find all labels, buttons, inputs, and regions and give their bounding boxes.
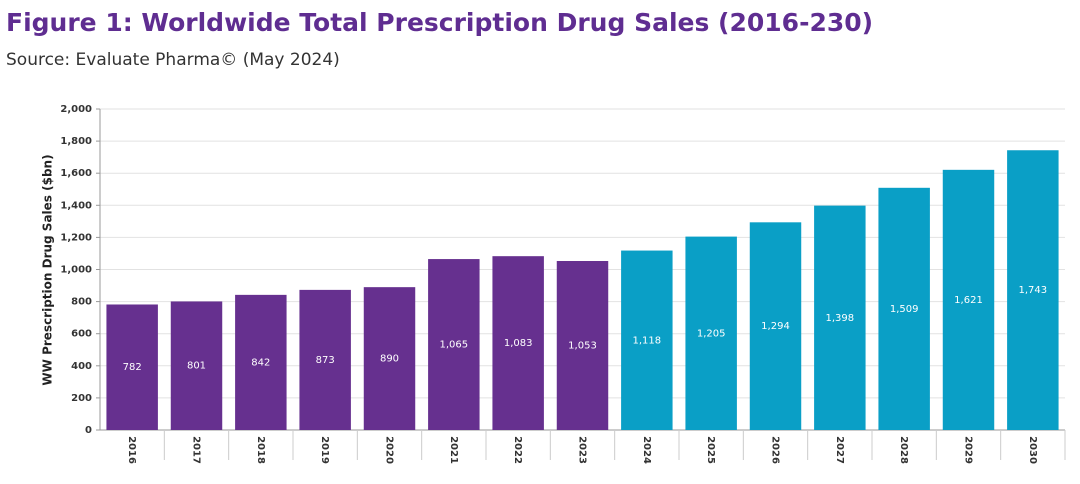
- value-label: 1,743: [1019, 285, 1048, 296]
- x-tick-label: 2019: [319, 436, 330, 464]
- value-label: 782: [123, 362, 142, 373]
- value-label: 1,065: [440, 340, 469, 351]
- value-label: 1,621: [954, 295, 983, 306]
- value-label: 873: [316, 355, 335, 366]
- value-label: 1,205: [697, 328, 726, 339]
- bar: [942, 169, 995, 430]
- y-tick-label: 200: [71, 393, 92, 404]
- bar: [106, 304, 158, 430]
- value-label: 1,509: [890, 304, 919, 315]
- y-tick-label: 1,800: [60, 136, 92, 147]
- bar: [235, 294, 287, 430]
- x-tick-label: 2023: [577, 436, 588, 464]
- bar: [749, 222, 802, 430]
- x-tick-label: 2018: [255, 436, 266, 464]
- value-label: 801: [187, 361, 206, 372]
- y-tick-label: 0: [85, 425, 92, 436]
- chart-title: Figure 1: Worldwide Total Prescription D…: [6, 8, 873, 37]
- chart-subtitle: Source: Evaluate Pharma© (May 2024): [6, 50, 340, 70]
- y-tick-label: 1,200: [60, 232, 92, 243]
- bar: [299, 289, 351, 430]
- x-tick-label: 2027: [834, 436, 845, 464]
- x-tick-label: 2026: [770, 436, 781, 464]
- y-tick-label: 1,600: [60, 168, 92, 179]
- bar: [492, 256, 544, 430]
- bar: [814, 205, 866, 430]
- bar: [363, 287, 416, 430]
- x-tick-label: 2016: [126, 436, 137, 464]
- value-label: 1,118: [633, 335, 662, 346]
- x-tick-label: 2021: [448, 436, 459, 464]
- bar: [1007, 150, 1059, 430]
- x-tick-label: 2025: [705, 436, 716, 464]
- y-tick-label: 600: [71, 329, 92, 340]
- y-tick-label: 2,000: [60, 104, 92, 115]
- value-label: 1,053: [568, 340, 597, 351]
- bar: [621, 250, 673, 430]
- y-tick-label: 800: [71, 297, 92, 308]
- value-label: 890: [380, 354, 399, 365]
- value-label: 1,083: [504, 338, 533, 349]
- x-tick-label: 2029: [963, 436, 974, 464]
- x-tick-label: 2024: [641, 436, 652, 464]
- x-tick-label: 2030: [1027, 436, 1038, 464]
- bar: [170, 301, 223, 430]
- y-tick-label: 1,000: [60, 265, 92, 276]
- value-label: 1,294: [761, 321, 790, 332]
- bar: [428, 259, 480, 430]
- bar: [878, 187, 930, 430]
- bar: [556, 260, 609, 430]
- y-axis-label: WW Prescription Drug Sales ($bn): [41, 154, 55, 385]
- y-tick-label: 1,400: [60, 200, 92, 211]
- x-tick-label: 2017: [191, 436, 202, 464]
- value-label: 1,398: [826, 313, 855, 324]
- y-tick-label: 400: [71, 361, 92, 372]
- x-tick-label: 2022: [512, 436, 523, 464]
- value-label: 842: [251, 357, 270, 368]
- bar: [685, 236, 737, 430]
- x-tick-label: 2020: [384, 436, 395, 464]
- x-tick-label: 2028: [898, 436, 909, 464]
